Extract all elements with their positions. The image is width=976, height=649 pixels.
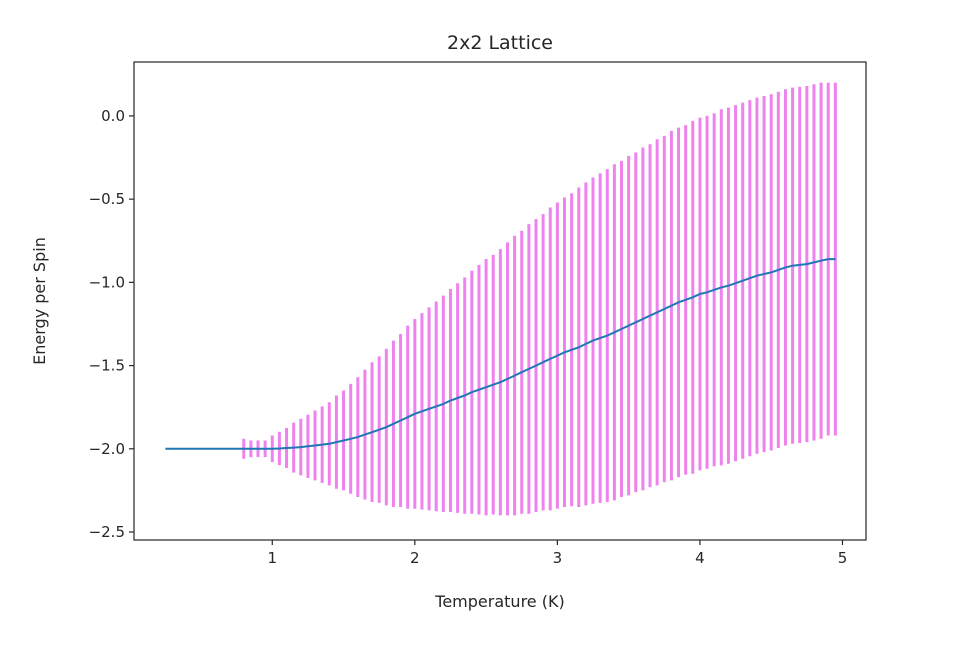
series-line <box>165 258 836 450</box>
series-line-group <box>165 258 836 450</box>
x-tick-label: 3 <box>553 549 563 567</box>
x-tick-label: 5 <box>838 549 848 567</box>
y-axis: 0.0 −0.5 −1.0 −1.5 −2.0 −2.5 <box>89 107 134 541</box>
y-tick-label: −2.5 <box>89 523 125 541</box>
y-tick-label: −2.0 <box>89 440 125 458</box>
errorbars <box>242 82 837 516</box>
y-axis-label: Energy per Spin <box>30 237 49 365</box>
x-tick-label: 1 <box>268 549 278 567</box>
chart-title: 2x2 Lattice <box>447 32 553 54</box>
y-tick-label: −1.0 <box>89 273 125 291</box>
x-axis: 1 2 3 4 5 <box>268 540 848 567</box>
x-axis-label: Temperature (K) <box>434 592 564 611</box>
y-tick-label: −1.5 <box>89 357 125 375</box>
y-tick-label: −0.5 <box>89 190 125 208</box>
plot-frame <box>133 61 867 541</box>
x-tick-label: 4 <box>695 549 705 567</box>
x-tick-label: 2 <box>410 549 420 567</box>
y-tick-label: 0.0 <box>101 107 125 125</box>
